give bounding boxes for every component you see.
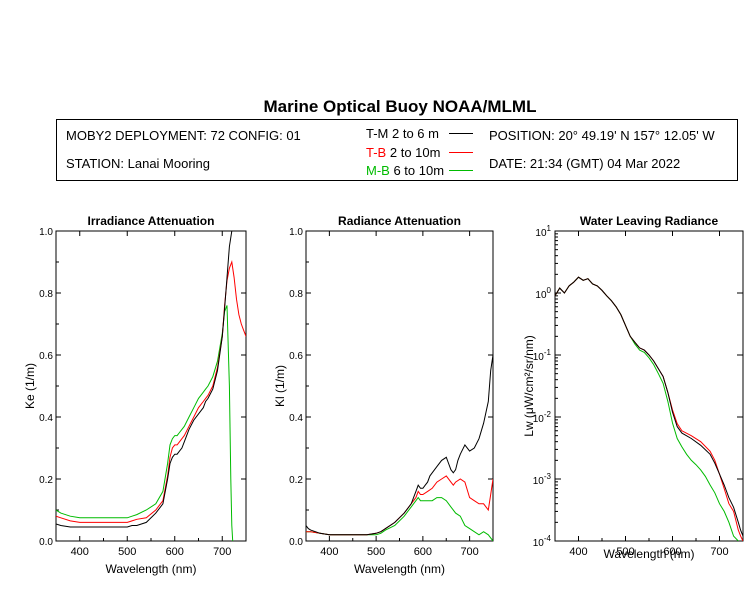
y-tick-label: 1.0 [289, 227, 303, 238]
x-tick-label: 600 [414, 546, 432, 558]
y-tick-label: 101 [535, 224, 551, 239]
y-tick-label: 0.8 [39, 289, 53, 300]
x-tick-label: 700 [710, 546, 728, 558]
plot-frame [56, 231, 246, 541]
y-tick-label: 0.2 [39, 475, 53, 486]
series-line-t-b [555, 277, 743, 541]
chart-title: Irradiance Attenuation [88, 214, 215, 228]
series-line-t-b [56, 262, 246, 522]
x-tick-label: 600 [166, 546, 184, 558]
x-axis-label: Wavelength (nm) [106, 562, 197, 576]
plot-frame [306, 231, 493, 541]
chart-title: Water Leaving Radiance [580, 214, 719, 228]
series-line-t-m [306, 355, 493, 535]
x-tick-label: 500 [616, 546, 634, 558]
x-tick-label: 400 [569, 546, 587, 558]
chart-panel-2: Radiance Attenuation Wavelength (nm) Kl (1… [273, 214, 493, 576]
x-tick-label: 400 [71, 546, 89, 558]
series-line-m-b [555, 277, 738, 541]
y-tick-label: 0.6 [39, 351, 53, 362]
chart-title: Radiance Attenuation [338, 214, 461, 228]
x-tick-label: 500 [118, 546, 136, 558]
y-tick-label: 1.0 [39, 227, 53, 238]
x-tick-label: 700 [213, 546, 231, 558]
y-tick-label: 0.0 [289, 537, 303, 548]
charts-canvas: Irradiance Attenuation Wavelength (nm) Ke … [0, 0, 750, 600]
series-line-t-m [555, 277, 743, 536]
series-line-m-b [56, 305, 233, 541]
y-tick-label: 0.2 [289, 475, 303, 486]
series-line-t-m [56, 231, 232, 527]
x-tick-label: 500 [367, 546, 385, 558]
y-tick-label: 100 [535, 286, 551, 301]
y-axis-label: Ke (1/m) [23, 363, 37, 409]
chart-panel-1: Irradiance Attenuation Wavelength (nm) Ke … [23, 214, 246, 576]
plot-frame [555, 231, 743, 541]
x-axis-label: Wavelength (nm) [354, 562, 445, 576]
y-tick-label: 0.4 [289, 413, 303, 424]
y-axis-label: Kl (1/m) [273, 365, 287, 407]
x-tick-label: 600 [663, 546, 681, 558]
y-tick-label: 0.6 [289, 351, 303, 362]
y-tick-label: 10-3 [533, 472, 552, 487]
y-tick-label: 0.0 [39, 537, 53, 548]
x-tick-label: 400 [320, 546, 338, 558]
y-tick-label: 0.8 [289, 289, 303, 300]
y-tick-label: 10-4 [533, 534, 552, 549]
x-tick-label: 700 [460, 546, 478, 558]
y-tick-label: 0.4 [39, 413, 53, 424]
